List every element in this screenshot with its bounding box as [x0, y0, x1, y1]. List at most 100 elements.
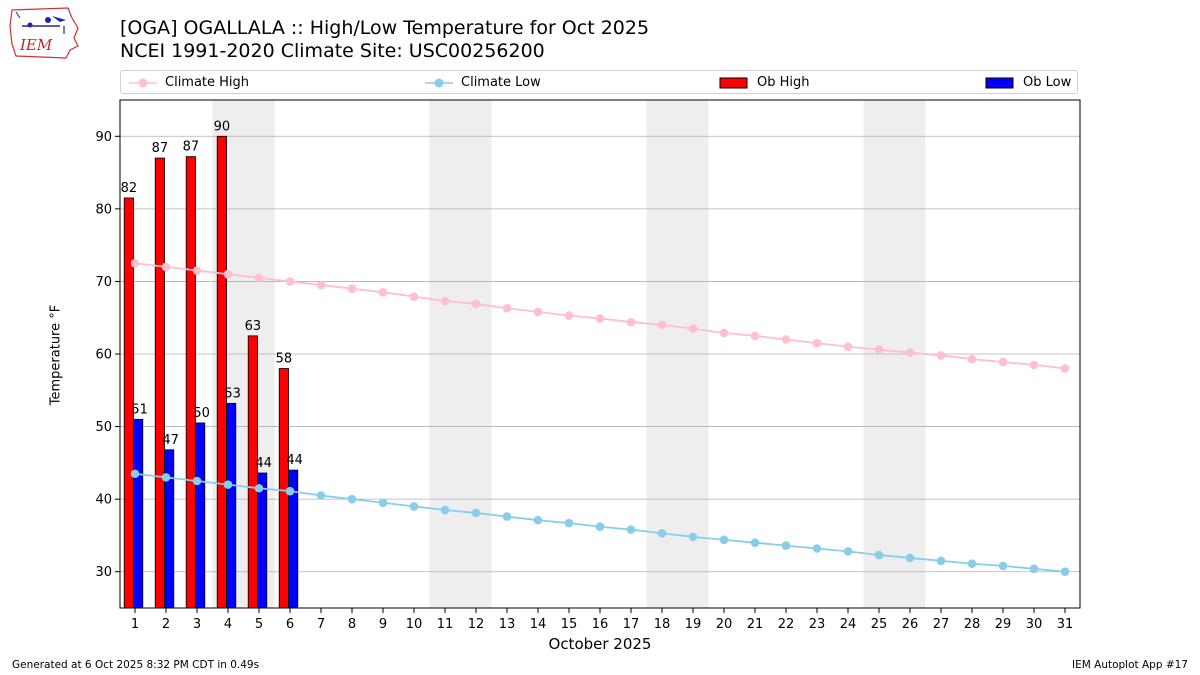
x-tick-label-11: 11: [437, 617, 454, 632]
point-climate-high-day-3: [192, 266, 202, 275]
point-climate-high-day-8: [347, 284, 357, 293]
bar-ob-high-day-4: [216, 135, 227, 609]
point-climate-low-day-10: [409, 502, 419, 511]
x-tick-label-4: 4: [224, 617, 232, 632]
point-climate-high-day-29: [998, 357, 1008, 367]
label-ob-low-day-5: 44: [255, 456, 272, 471]
point-climate-high-day-10: [409, 292, 419, 301]
legend-item-ob-high: Ob High: [719, 74, 810, 92]
iem-logo: IEM: [8, 6, 82, 60]
point-climate-low-day-16: [595, 522, 605, 532]
legend-marker-climate-low: [425, 78, 453, 87]
bar-ob-high-day-5: [247, 335, 258, 609]
point-climate-low-day-3: [192, 476, 202, 486]
x-tick-label-2: 2: [162, 617, 170, 632]
point-climate-low-day-17: [626, 525, 636, 534]
point-climate-low-day-21: [750, 538, 760, 547]
label-ob-high-day-3: 87: [183, 140, 200, 155]
bar-ob-low-day-4: [226, 402, 237, 609]
logo-text: IEM: [19, 36, 53, 54]
legend-item-climate-low: Climate Low: [425, 74, 541, 92]
label-ob-high-day-2: 87: [152, 141, 169, 156]
legend-item-ob-low: Ob Low: [985, 74, 1071, 92]
point-climate-high-day-25: [874, 345, 884, 354]
point-climate-high-day-19: [688, 324, 698, 333]
point-climate-high-day-26: [905, 348, 915, 357]
legend-label-ob-low: Ob Low: [1023, 75, 1072, 90]
point-climate-high-day-7: [316, 280, 326, 290]
point-climate-low-day-2: [161, 473, 171, 482]
x-tick-label-24: 24: [840, 617, 857, 632]
y-axis-label: Temperature °F: [48, 304, 64, 406]
y-tick-label-50: 50: [95, 420, 112, 435]
point-climate-low-day-31: [1060, 567, 1070, 577]
y-tick-label-60: 60: [95, 348, 112, 363]
x-tick-label-8: 8: [348, 617, 356, 632]
x-tick-label-5: 5: [255, 617, 263, 632]
point-climate-low-day-20: [719, 535, 729, 545]
legend-marker-climate-high: [129, 78, 157, 87]
legend-label-ob-high: Ob High: [757, 75, 810, 90]
x-tick-label-17: 17: [623, 617, 640, 632]
point-climate-low-day-4: [223, 480, 233, 489]
footer-app-text: IEM Autoplot App #17: [1072, 659, 1188, 671]
label-ob-low-day-6: 44: [286, 453, 303, 468]
label-ob-low-day-1: 51: [131, 402, 148, 417]
point-climate-low-day-22: [781, 541, 791, 550]
point-climate-high-day-15: [564, 311, 574, 320]
x-tick-label-12: 12: [468, 617, 485, 632]
point-climate-low-day-1: [130, 469, 140, 479]
point-climate-low-day-5: [254, 483, 264, 493]
x-tick-label-21: 21: [747, 617, 764, 632]
x-tick-label-28: 28: [964, 617, 981, 632]
point-climate-high-day-4: [223, 269, 233, 279]
chart-title: [OGA] OGALLALA :: High/Low Temperature f…: [120, 17, 650, 39]
point-climate-low-day-28: [967, 559, 977, 569]
point-climate-low-day-15: [564, 518, 574, 528]
x-tick-label-1: 1: [131, 617, 139, 632]
chart-subtitle: NCEI 1991-2020 Climate Site: USC00256200: [120, 40, 545, 62]
label-ob-high-day-6: 58: [276, 352, 293, 367]
x-axis-label: October 2025: [548, 635, 652, 653]
legend-marker-ob-high: [719, 77, 748, 88]
label-ob-high-day-1: 82: [121, 181, 138, 196]
point-climate-high-day-16: [595, 314, 605, 323]
point-climate-high-day-28: [967, 354, 977, 364]
label-ob-low-day-3: 50: [193, 406, 210, 421]
point-climate-low-day-11: [440, 505, 450, 515]
point-climate-low-day-27: [936, 556, 946, 566]
label-ob-high-day-5: 63: [245, 319, 262, 334]
x-tick-label-15: 15: [561, 617, 578, 632]
point-climate-low-day-9: [378, 498, 388, 508]
x-tick-label-18: 18: [654, 617, 671, 632]
y-tick-label-90: 90: [95, 130, 112, 145]
bar-ob-low-day-3: [195, 422, 206, 609]
x-tick-label-10: 10: [406, 617, 423, 632]
point-climate-low-day-23: [812, 544, 822, 553]
x-tick-label-22: 22: [778, 617, 795, 632]
x-tick-label-31: 31: [1057, 617, 1074, 632]
point-climate-low-day-24: [843, 547, 853, 556]
point-climate-high-day-24: [843, 342, 853, 352]
point-climate-low-day-25: [874, 550, 884, 560]
x-tick-label-3: 3: [193, 617, 201, 632]
legend-label-climate-high: Climate High: [165, 75, 250, 90]
bar-ob-high-day-2: [154, 157, 165, 609]
point-climate-low-day-13: [502, 512, 512, 521]
x-tick-label-30: 30: [1026, 617, 1043, 632]
point-climate-high-day-11: [440, 296, 450, 306]
x-tick-label-19: 19: [685, 617, 702, 632]
x-tick-label-6: 6: [286, 617, 294, 632]
y-tick-label-30: 30: [95, 565, 112, 580]
legend-marker-ob-low: [985, 77, 1014, 88]
label-ob-low-day-2: 47: [162, 433, 179, 448]
point-climate-high-day-21: [750, 331, 760, 341]
bar-ob-low-day-5: [257, 472, 268, 609]
point-climate-low-day-7: [316, 491, 326, 500]
y-tick-label-40: 40: [95, 493, 112, 508]
x-tick-label-20: 20: [716, 617, 733, 632]
y-tick-label-70: 70: [95, 275, 112, 290]
label-ob-low-day-4: 53: [224, 386, 241, 401]
point-climate-low-day-14: [533, 515, 543, 525]
